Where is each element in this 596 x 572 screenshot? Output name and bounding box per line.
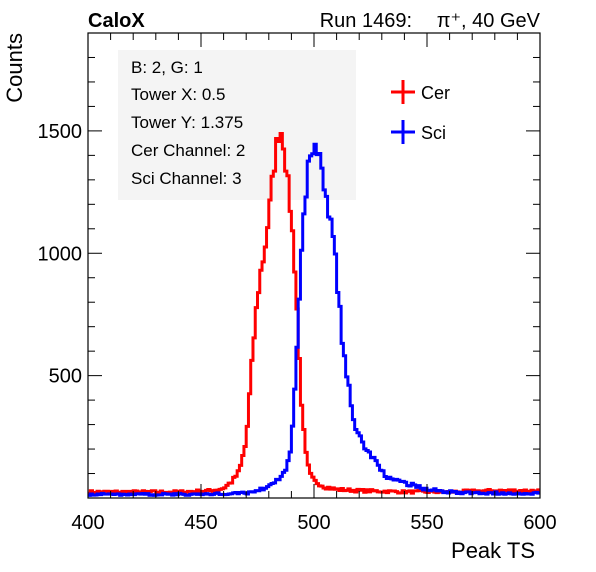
brand-label: CaloX bbox=[88, 10, 145, 32]
x-axis-label: Peak TS bbox=[451, 538, 535, 563]
x-tick-label: 550 bbox=[410, 512, 443, 534]
x-tick-label: 600 bbox=[523, 512, 556, 534]
particle-label: π⁺, 40 GeV bbox=[437, 10, 541, 32]
y-tick-label: 1000 bbox=[38, 243, 83, 265]
y-tick-label: 1500 bbox=[38, 121, 83, 143]
series-line-sci bbox=[88, 142, 540, 497]
x-tick-label: 400 bbox=[71, 512, 104, 534]
legend: Cer Sci bbox=[391, 80, 450, 144]
legend-label-cer: Cer bbox=[421, 83, 450, 103]
series-layer bbox=[88, 131, 540, 497]
info-line-2: Tower X: 0.5 bbox=[131, 85, 226, 104]
y-tick-label: 500 bbox=[49, 366, 82, 388]
y-axis-label: Counts bbox=[2, 33, 27, 103]
info-line-5: Sci Channel: 3 bbox=[131, 169, 242, 188]
axis-ticks: 400 450 500 550 600 500 1000 1500 bbox=[38, 32, 557, 534]
info-box: B: 2, G: 1 Tower X: 0.5 Tower Y: 1.375 C… bbox=[118, 50, 356, 200]
run-label: Run 1469: bbox=[320, 10, 412, 32]
info-line-1: B: 2, G: 1 bbox=[131, 58, 203, 77]
info-line-3: Tower Y: 1.375 bbox=[131, 113, 243, 132]
legend-label-sci: Sci bbox=[421, 123, 446, 143]
legend-marker-cer bbox=[391, 80, 415, 104]
info-box-background bbox=[118, 50, 356, 200]
legend-marker-sci bbox=[391, 120, 415, 144]
x-tick-label: 450 bbox=[184, 512, 217, 534]
x-tick-label: 500 bbox=[297, 512, 330, 534]
info-line-4: Cer Channel: 2 bbox=[131, 141, 245, 160]
